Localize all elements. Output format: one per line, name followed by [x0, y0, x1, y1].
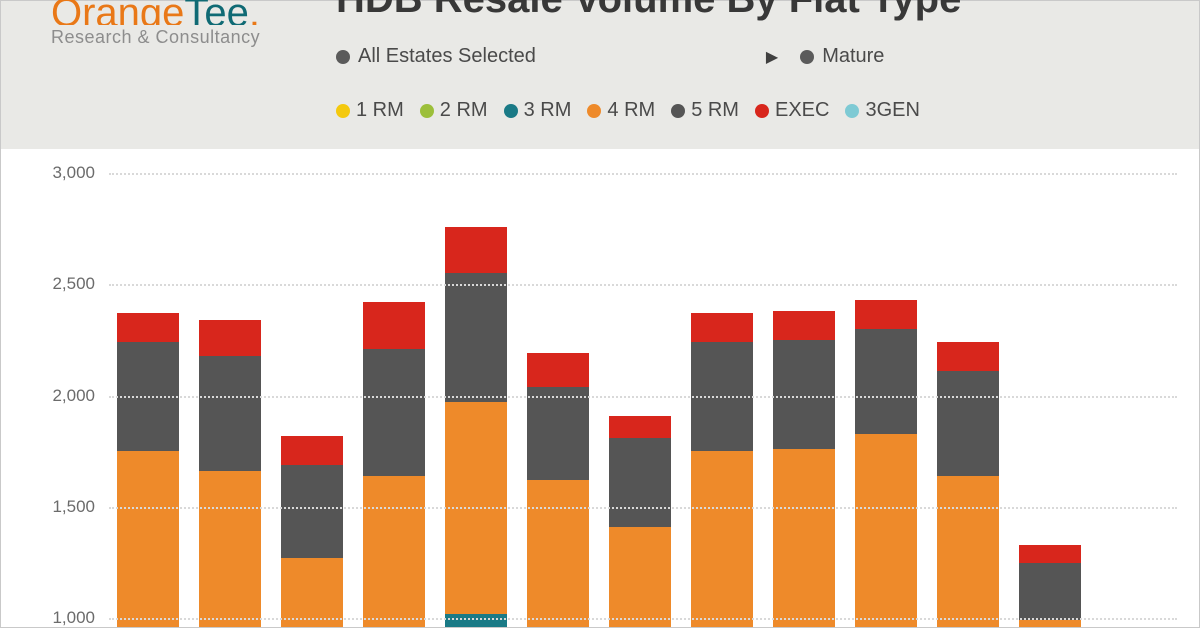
legend-item[interactable]: 1 RM [336, 99, 404, 122]
y-axis: 1,000 1,500 2,000 2,500 3,000 [35, 151, 95, 627]
gridline [109, 396, 1177, 398]
bar-segment-exec [117, 313, 179, 342]
brand-subtitle: Research & Consultancy [51, 27, 331, 48]
legend-label: 5 RM [691, 99, 739, 122]
brand-part1: Orange [51, 0, 184, 25]
filter-row: All Estates Selected ▶ Mature [336, 45, 884, 68]
bar-segment-s4rm [117, 451, 179, 627]
chart-header: OrangeTee. Research & Consultancy HDB Re… [1, 1, 1199, 149]
bar-segment-exec [445, 227, 507, 274]
legend-label: EXEC [775, 99, 829, 122]
legend-label: 4 RM [607, 99, 655, 122]
bar-segment-exec [609, 416, 671, 438]
bar-segment-s3rm [445, 614, 507, 627]
legend-label: 1 RM [356, 99, 404, 122]
legend-label: 3GEN [865, 99, 919, 122]
bar-segment-s5rm [855, 329, 917, 434]
legend-swatch-icon [755, 104, 769, 118]
bar-segment-exec [691, 313, 753, 342]
legend-swatch-icon [336, 104, 350, 118]
legend-swatch-icon [845, 104, 859, 118]
filter-arrow-icon[interactable]: ▶ [766, 47, 778, 67]
bar-segment-s4rm [199, 471, 261, 627]
bar-segment-s5rm [527, 387, 589, 480]
filter-dot-mature [800, 50, 814, 64]
filter-dot-selected [336, 50, 350, 64]
bar-segment-exec [199, 320, 261, 356]
legend-item[interactable]: 5 RM [671, 99, 739, 122]
bar-segment-exec [527, 353, 589, 386]
bar-segment-s4rm [609, 527, 671, 627]
bar-segment-s5rm [1019, 563, 1081, 621]
chart-frame: OrangeTee. Research & Consultancy HDB Re… [0, 0, 1200, 628]
bar-segment-s4rm [691, 451, 753, 627]
filter-selected-label[interactable]: All Estates Selected [358, 45, 536, 68]
chart-legend: 1 RM 2 RM 3 RM 4 RM 5 RM EXEC 3GEN [336, 99, 926, 122]
filter-mature-label[interactable]: Mature [822, 45, 884, 68]
bar-segment-s5rm [363, 349, 425, 476]
gridline [109, 507, 1177, 509]
bar-segment-s4rm [527, 480, 589, 627]
legend-label: 2 RM [440, 99, 488, 122]
bar-segment-s4rm [773, 449, 835, 627]
chart-title: HDB Resale Volume By Flat Type [336, 0, 961, 22]
bar-segment-exec [937, 342, 999, 371]
legend-swatch-icon [587, 104, 601, 118]
brand-logo: OrangeTee. Research & Consultancy [51, 0, 331, 48]
y-tick-label: 2,500 [52, 274, 95, 294]
bars-region [117, 151, 1173, 627]
bar-segment-s5rm [609, 438, 671, 527]
brand-dot: . [249, 0, 260, 25]
legend-swatch-icon [504, 104, 518, 118]
legend-swatch-icon [420, 104, 434, 118]
bar-segment-exec [1019, 545, 1081, 563]
bar-segment-s4rm [281, 558, 343, 627]
chart-plot: 1,000 1,500 2,000 2,500 3,000 [35, 151, 1181, 627]
y-tick-label: 1,500 [52, 497, 95, 517]
bar-segment-s5rm [937, 371, 999, 476]
y-tick-label: 3,000 [52, 163, 95, 183]
gridline [109, 618, 1177, 620]
legend-item[interactable]: 4 RM [587, 99, 655, 122]
bar-segment-s4rm [855, 433, 917, 627]
gridline [109, 284, 1177, 286]
gridline [109, 173, 1177, 175]
legend-item[interactable]: 3 RM [504, 99, 572, 122]
bar-segment-s5rm [281, 465, 343, 558]
legend-item[interactable]: EXEC [755, 99, 829, 122]
bar-segment-exec [281, 436, 343, 465]
legend-swatch-icon [671, 104, 685, 118]
bar-segment-s5rm [773, 340, 835, 449]
legend-item[interactable]: 2 RM [420, 99, 488, 122]
bar-segment-s4rm [937, 476, 999, 627]
legend-item[interactable]: 3GEN [845, 99, 919, 122]
bar-segment-s5rm [445, 273, 507, 402]
bar-segment-s5rm [199, 356, 261, 472]
bar-segment-exec [363, 302, 425, 349]
legend-label: 3 RM [524, 99, 572, 122]
bar-segment-s4rm [1019, 620, 1081, 627]
bar-segment-exec [855, 300, 917, 329]
brand-part2: Tee [184, 0, 249, 25]
y-tick-label: 2,000 [52, 386, 95, 406]
y-tick-label: 1,000 [52, 608, 95, 628]
brand-name: OrangeTee. [51, 0, 331, 25]
bar-segment-s4rm [363, 476, 425, 627]
bar-segment-exec [773, 311, 835, 340]
